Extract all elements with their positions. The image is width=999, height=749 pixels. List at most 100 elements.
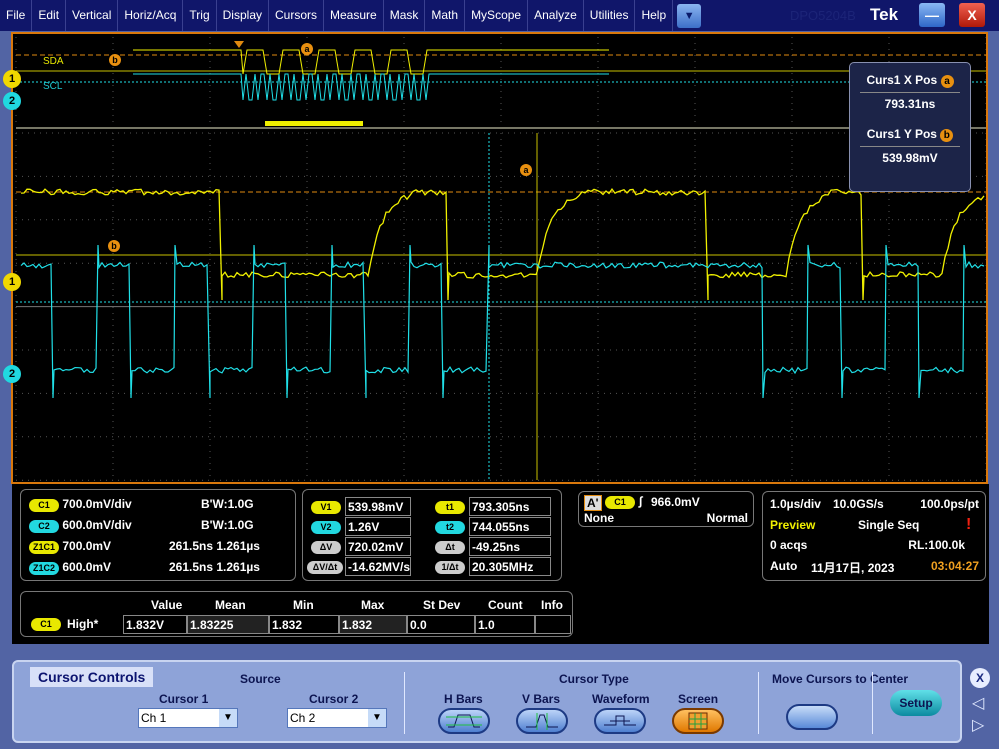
dt-value: -49.25ns	[469, 537, 551, 556]
dv-value: 720.02mV	[345, 537, 411, 556]
header-min: Min	[293, 598, 314, 612]
trigger-level: 966.0mV	[651, 495, 700, 509]
z1c2-badge[interactable]: Z1C2	[29, 562, 59, 575]
cursor-readout-popup: Curs1 X Pos a 793.31ns Curs1 Y Pos b 539…	[849, 62, 971, 192]
move-cursors-to-center-button[interactable]	[786, 704, 838, 730]
acq-mode: Single Seq	[858, 518, 919, 532]
menu-file[interactable]: File	[0, 0, 32, 31]
screen-label: Screen	[678, 692, 718, 706]
rising-edge-icon: ∫	[639, 494, 642, 508]
sample-rate: 10.0GS/s	[833, 497, 884, 511]
hbars-button[interactable]	[438, 708, 490, 734]
cursor-readout-panel[interactable]: V1 539.98mV V2 1.26V ΔV 720.02mV ΔV/Δt -14.6…	[302, 489, 562, 581]
ch2-marker[interactable]: 2	[3, 365, 21, 383]
menu-trig[interactable]: Trig	[183, 0, 216, 31]
t1-value: 793.305ns	[469, 497, 551, 516]
sda-overview-trace	[133, 50, 609, 74]
horizontal-scale: 1.0µs/div	[770, 497, 821, 511]
setup-button[interactable]: Setup	[890, 690, 942, 716]
hbars-icon	[440, 710, 488, 732]
cursor-a-label[interactable]: a	[520, 164, 532, 176]
menu-display[interactable]: Display	[217, 0, 269, 31]
t2-badge: t2	[435, 521, 465, 534]
thermometer-icon: !	[966, 516, 971, 534]
scroll-right-icon[interactable]: ▷	[972, 715, 984, 735]
ch1-waveform	[21, 189, 984, 300]
minimize-button[interactable]: —	[919, 3, 945, 27]
menu-math[interactable]: Math	[425, 0, 465, 31]
meas-stdev: 0.0	[407, 615, 475, 634]
move-cursors-label: Move Cursors to Center	[772, 672, 908, 686]
screen-button[interactable]	[672, 708, 724, 734]
menu-vertical[interactable]: Vertical	[66, 0, 118, 31]
curs1-y-title: Curs1 Y Pos b	[850, 127, 970, 142]
measurement-panel[interactable]: Value Mean Min Max St Dev Count Info C1 …	[20, 591, 573, 637]
menu-cursors[interactable]: Cursors	[269, 0, 324, 31]
menu-mask[interactable]: Mask	[384, 0, 426, 31]
menu-help[interactable]: Help	[635, 0, 673, 31]
c2-badge[interactable]: C2	[29, 520, 59, 533]
c1-bandwidth: B'W:1.0G	[201, 497, 254, 511]
z1c2-zoom-range: 261.5ns 1.261µs	[169, 560, 260, 574]
acquisition-readout-panel[interactable]: 1.0µs/div 10.0GS/s 100.0ps/pt Preview Si…	[762, 491, 986, 581]
header-count: Count	[488, 598, 523, 612]
waveform-button[interactable]	[594, 708, 646, 734]
cursor2-label: Cursor 2	[309, 692, 358, 706]
menu-more-dropdown-icon[interactable]: ▼	[677, 4, 701, 28]
c1-scale: 700.0mV/div	[62, 497, 131, 511]
tek-logo: Tek	[870, 5, 898, 25]
scroll-left-icon[interactable]: ◁	[972, 693, 984, 713]
z1c1-badge[interactable]: Z1C1	[29, 541, 59, 554]
cursor1-source-select[interactable]: Ch 1 ▼	[138, 708, 238, 728]
meas-max: 1.832	[339, 615, 407, 634]
menu-analyze[interactable]: Analyze	[528, 0, 584, 31]
c1-badge[interactable]: C1	[29, 499, 59, 512]
cursor1-label: Cursor 1	[159, 692, 208, 706]
v1-badge: V1	[311, 501, 341, 514]
menu-utilities[interactable]: Utilities	[584, 0, 636, 31]
curs1-y-value: 539.98mV	[850, 151, 970, 165]
trigger-mode-badge: A'	[584, 495, 602, 511]
resolution: 100.0ps/pt	[920, 497, 979, 511]
menu-measure[interactable]: Measure	[324, 0, 384, 31]
header-max: Max	[361, 598, 384, 612]
waveform-label: Waveform	[592, 692, 650, 706]
header-stdev: St Dev	[423, 598, 460, 612]
panel-close-button[interactable]: X	[970, 668, 990, 688]
dv-badge: ΔV	[311, 541, 341, 554]
trigger-type: Normal	[707, 511, 748, 525]
menu-horiz-acq[interactable]: Horiz/Acq	[118, 0, 183, 31]
close-button[interactable]: X	[959, 3, 985, 27]
dropdown-arrow-icon[interactable]: ▼	[219, 709, 237, 727]
z1c2-scale: 600.0mV	[62, 560, 111, 574]
ch1-marker[interactable]: 1	[3, 273, 21, 291]
curs1-x-title: Curs1 X Pos a	[850, 73, 970, 88]
screen-grid-icon	[674, 710, 722, 732]
waveform-svg	[13, 34, 986, 482]
meas-mean: 1.83225	[187, 615, 269, 634]
t1-badge: t1	[435, 501, 465, 514]
meas-min: 1.832	[269, 615, 339, 634]
waveform-display[interactable]: SDA SCL 1 2 1 2 b a a b Curs1 X Pos a 79…	[11, 32, 988, 484]
readout-area: C1 700.0mV/div B'W:1.0G C2 600.0mV/div B…	[12, 484, 989, 644]
cursor2-value: Ch 2	[290, 711, 315, 725]
dt-badge: Δt	[435, 541, 465, 554]
ch2-overview-marker[interactable]: 2	[3, 92, 21, 110]
trigger-source-badge: C1	[605, 496, 635, 509]
vertical-readout-panel[interactable]: C1 700.0mV/div B'W:1.0G C2 600.0mV/div B…	[20, 489, 296, 581]
zoom-window-bar	[265, 121, 363, 126]
trigger-readout-panel[interactable]: A' C1 ∫ 966.0mV None Normal	[578, 491, 754, 527]
model-label: DPO5204B	[790, 8, 856, 23]
cursor-b-label[interactable]: b	[108, 240, 120, 252]
vbars-button[interactable]	[516, 708, 568, 734]
scl-overview-trace	[133, 74, 609, 100]
meas-info	[535, 615, 571, 634]
dropdown-arrow-icon[interactable]: ▼	[368, 709, 386, 727]
ch1-overview-marker[interactable]: 1	[3, 70, 21, 88]
v2-badge: V2	[311, 521, 341, 534]
acq-status: Preview	[770, 518, 815, 532]
cursor2-source-select[interactable]: Ch 2 ▼	[287, 708, 387, 728]
cursor-b-overview-label: b	[109, 54, 121, 66]
menu-myscope[interactable]: MyScope	[465, 0, 528, 31]
menu-edit[interactable]: Edit	[32, 0, 66, 31]
